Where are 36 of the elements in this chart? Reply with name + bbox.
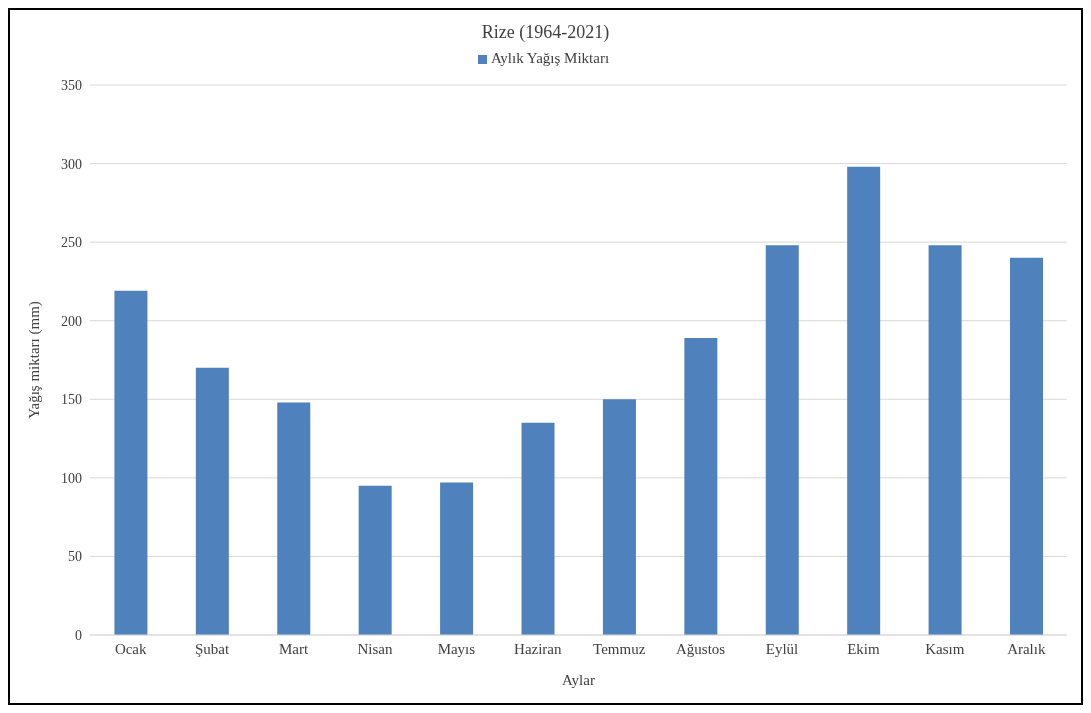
x-tick-label: Ocak bbox=[114, 640, 148, 657]
chart-title: Rize (1964-2021) bbox=[480, 22, 611, 43]
y-axis-title: Yağış miktarı (mm) bbox=[26, 301, 44, 419]
bar bbox=[440, 482, 474, 635]
y-tick-label: 150 bbox=[61, 392, 82, 408]
x-tick-label: Nisan bbox=[357, 640, 393, 657]
x-tick-label: Temmuz bbox=[593, 640, 646, 657]
x-tick-label: Şubat bbox=[195, 640, 231, 657]
y-tick-label: 200 bbox=[61, 313, 82, 329]
x-tick-label: Mart bbox=[278, 640, 309, 657]
x-tick-label: Haziran bbox=[514, 640, 563, 657]
bar bbox=[847, 166, 881, 635]
x-tick-label: Kasım bbox=[925, 640, 965, 657]
y-tick-label: 50 bbox=[68, 549, 82, 565]
x-axis-title: Aylar bbox=[562, 672, 595, 688]
legend-label: Aylık Yağış Miktarı bbox=[490, 50, 610, 66]
y-tick-label: 250 bbox=[61, 235, 82, 251]
bar bbox=[602, 399, 636, 635]
x-tick-label: Eylül bbox=[765, 640, 799, 657]
bar bbox=[765, 245, 799, 635]
x-tick-label: Ekim bbox=[847, 640, 881, 657]
x-tick-label: Ağustos bbox=[676, 640, 726, 657]
bar bbox=[277, 402, 311, 635]
bar bbox=[928, 245, 962, 635]
y-tick-label: 0 bbox=[75, 627, 82, 643]
bar bbox=[521, 422, 555, 635]
y-tick-label: 300 bbox=[61, 156, 82, 172]
y-tick-label: 350 bbox=[61, 77, 82, 93]
bar bbox=[1010, 257, 1044, 635]
bar bbox=[684, 338, 718, 635]
x-tick-label: Aralık bbox=[1007, 640, 1046, 657]
bar bbox=[358, 485, 392, 635]
x-tick-label: Mayıs bbox=[437, 640, 476, 657]
y-tick-label: 100 bbox=[61, 470, 82, 486]
bar bbox=[195, 367, 229, 635]
bar bbox=[114, 290, 148, 635]
